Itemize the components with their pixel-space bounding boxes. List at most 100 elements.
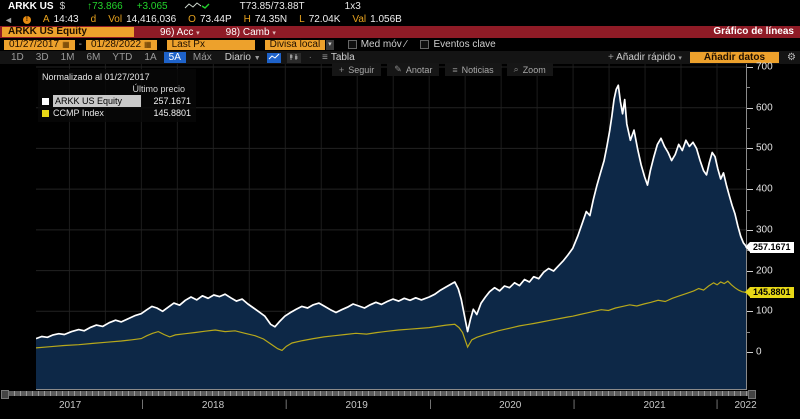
date-to-input[interactable]: 01/28/2022 ▦ bbox=[85, 39, 157, 50]
currency-mode-select[interactable]: Divisa local bbox=[264, 39, 326, 50]
quote-field-label: Val bbox=[352, 14, 367, 25]
chart-toolbar: + Seguir ✎ Anotar ≡ Noticias ⌕ Zoom bbox=[332, 63, 553, 76]
mov-avg-checkbox[interactable] bbox=[347, 40, 357, 49]
y-tick-minor bbox=[747, 128, 750, 130]
period-bar: 1D 3D 1M 6M YTD 1A 5A Máx Diario ▼ · ≡ Tabla bbox=[0, 51, 800, 65]
period-tab-1a[interactable]: 1A bbox=[144, 52, 157, 63]
y-tick-label: 300 bbox=[756, 224, 773, 236]
quick-add-button[interactable]: + Añadir rápido ▾ bbox=[608, 52, 682, 63]
line-chart-mode-icon[interactable] bbox=[266, 52, 281, 63]
y-tick bbox=[747, 352, 753, 353]
seguir-icon: + bbox=[339, 64, 345, 75]
menu-bar: ARKK US Equity 96) Acc ▾ 98) Camb ▾ Gráfi… bbox=[0, 26, 800, 38]
y-tick bbox=[747, 107, 753, 109]
quote-field-value: 73.44P bbox=[199, 14, 232, 25]
menu-items: 96) Acc ▾ 98) Camb ▾ bbox=[134, 27, 276, 38]
legend-series-value: 257.1671 bbox=[153, 96, 191, 106]
chart-tool-anotar[interactable]: ✎ Anotar bbox=[387, 63, 440, 76]
y-tick-label: 100 bbox=[756, 305, 773, 317]
period-tab-1m[interactable]: 1M bbox=[60, 52, 75, 63]
y-tick-label: 200 bbox=[756, 265, 773, 277]
x-year-separator: | bbox=[284, 399, 288, 410]
calendar-icon[interactable]: ▦ bbox=[144, 39, 152, 49]
period-tab-6m[interactable]: 6M bbox=[86, 52, 101, 63]
x-year-separator: | bbox=[715, 399, 719, 410]
mov-avg-label: Med móv bbox=[360, 39, 402, 50]
chart-plot[interactable]: + Seguir ✎ Anotar ≡ Noticias ⌕ Zoom Normalizado… bbox=[36, 63, 747, 390]
zoom-icon: ⌕ bbox=[513, 64, 519, 74]
menu-item[interactable]: 96) Acc ▾ bbox=[160, 26, 200, 38]
key-events-label: Eventos clave bbox=[433, 39, 496, 50]
calendar-icon[interactable]: ▦ bbox=[62, 39, 70, 49]
chart-tool-seguir[interactable]: + Seguir bbox=[332, 63, 382, 76]
price-source-select[interactable]: Last Px bbox=[166, 39, 255, 50]
chart-tool-zoom[interactable]: ⌕ Zoom bbox=[506, 63, 553, 76]
add-data-button[interactable]: Añadir datos bbox=[689, 52, 780, 63]
sparkline-icon bbox=[184, 1, 210, 13]
settings-toolbar: 01/27/2017 ▦ - 01/28/2022 ▦ Last Px Divisa… bbox=[0, 38, 800, 51]
gear-icon[interactable]: ⚙ bbox=[787, 52, 796, 63]
table-button[interactable]: ≡ Tabla bbox=[321, 52, 355, 63]
price-change: +3.065 bbox=[136, 1, 168, 12]
separator: · bbox=[308, 52, 312, 63]
chevron-down-icon[interactable]: ▾ bbox=[326, 39, 334, 50]
line-chart-canvas[interactable] bbox=[36, 64, 747, 390]
scrollbar-left-handle[interactable] bbox=[1, 390, 9, 399]
quote-field-value: 1.056B bbox=[370, 14, 402, 25]
quote-field-value: 72.04K bbox=[308, 14, 341, 25]
x-year-label: 2018 bbox=[201, 400, 225, 411]
y-tick bbox=[747, 148, 753, 150]
scrollbar-right-handle[interactable] bbox=[748, 390, 756, 399]
chart-region: + Seguir ✎ Anotar ≡ Noticias ⌕ Zoom Normalizado… bbox=[0, 62, 800, 419]
quote-field-label: Vol bbox=[108, 14, 123, 25]
quote-fields: Vol 14,416,036 O 73.44P H 74.35N L 72.04K Val 1.0… bbox=[96, 14, 402, 25]
x-year-label: 2019 bbox=[345, 400, 368, 411]
x-year-label: 2022 bbox=[734, 400, 757, 411]
mov-avg-line-icon: ∕ bbox=[404, 39, 407, 50]
y-axis: 0 100 200 300 400 500 600 700 257.1671 145.8801 bbox=[745, 62, 800, 390]
ticker-symbol: ARKK US bbox=[8, 1, 54, 12]
quote-header-row: ARKK US $ ↑73.866 +3.065 T73.85/73.88T 1… bbox=[0, 0, 800, 13]
bid-ask: T73.85/73.88T bbox=[239, 1, 305, 12]
quote-field-label: O bbox=[188, 14, 196, 25]
y-tick-label: 0 bbox=[756, 346, 762, 358]
frequency-select[interactable]: Diario ▼ bbox=[224, 52, 261, 63]
key-events-checkbox[interactable] bbox=[420, 40, 430, 49]
candle-chart-mode-icon[interactable] bbox=[286, 52, 301, 63]
horizontal-scrollbar[interactable] bbox=[1, 390, 756, 399]
ticker-input[interactable]: ARKK US Equity bbox=[2, 27, 134, 37]
cursor-icon: ◄ bbox=[4, 14, 13, 25]
date-from-input[interactable]: 01/27/2017 ▦ bbox=[4, 39, 75, 50]
legend-item-arkk[interactable]: ARKK US Equity 257.1671 bbox=[42, 95, 191, 107]
y-tick bbox=[747, 189, 753, 191]
period-tab-máx[interactable]: Máx bbox=[192, 52, 212, 63]
menu-item[interactable]: 98) Camb ▾ bbox=[225, 26, 276, 38]
arkk-swatch-icon bbox=[42, 97, 49, 105]
legend-series-name: ARKK US Equity bbox=[53, 95, 141, 107]
last-price: ↑73.866 bbox=[87, 1, 123, 12]
legend-series-name: CCMP Index bbox=[53, 108, 104, 118]
period-bar-right: + Añadir rápido ▾ Añadir datos ⚙ bbox=[608, 51, 796, 64]
legend-item-ccmp[interactable]: CCMP Index 145.8801 bbox=[42, 107, 191, 119]
period-tab-ytd[interactable]: YTD bbox=[112, 52, 133, 63]
period-tab-5a[interactable]: 5A bbox=[163, 52, 186, 63]
y-tick-minor bbox=[747, 331, 750, 333]
period-tab-3d[interactable]: 3D bbox=[35, 52, 49, 63]
x-year-label: 2021 bbox=[643, 400, 666, 411]
legend-title: Normalizado al 01/27/2017 bbox=[42, 72, 150, 82]
alert-icon[interactable]: ! bbox=[22, 15, 31, 24]
quote-field-value: 74.35N bbox=[254, 14, 288, 25]
currency: $ bbox=[59, 1, 66, 12]
quote-field-value: 14,416,036 bbox=[126, 14, 177, 25]
period-tab-1d[interactable]: 1D bbox=[11, 52, 24, 63]
delayed-flag: d bbox=[90, 14, 97, 25]
x-year-label: 2020 bbox=[499, 400, 522, 411]
chart-tool-noticias[interactable]: ≡ Noticias bbox=[445, 63, 501, 76]
y-tick-minor bbox=[747, 168, 750, 170]
screen-title: Gráfico de líneas bbox=[713, 26, 794, 37]
quote-field-label: H bbox=[243, 14, 251, 25]
x-year-label: 2017 bbox=[59, 400, 82, 411]
chevron-down-icon: ▾ bbox=[678, 55, 682, 62]
table-icon: ≡ bbox=[321, 52, 328, 63]
